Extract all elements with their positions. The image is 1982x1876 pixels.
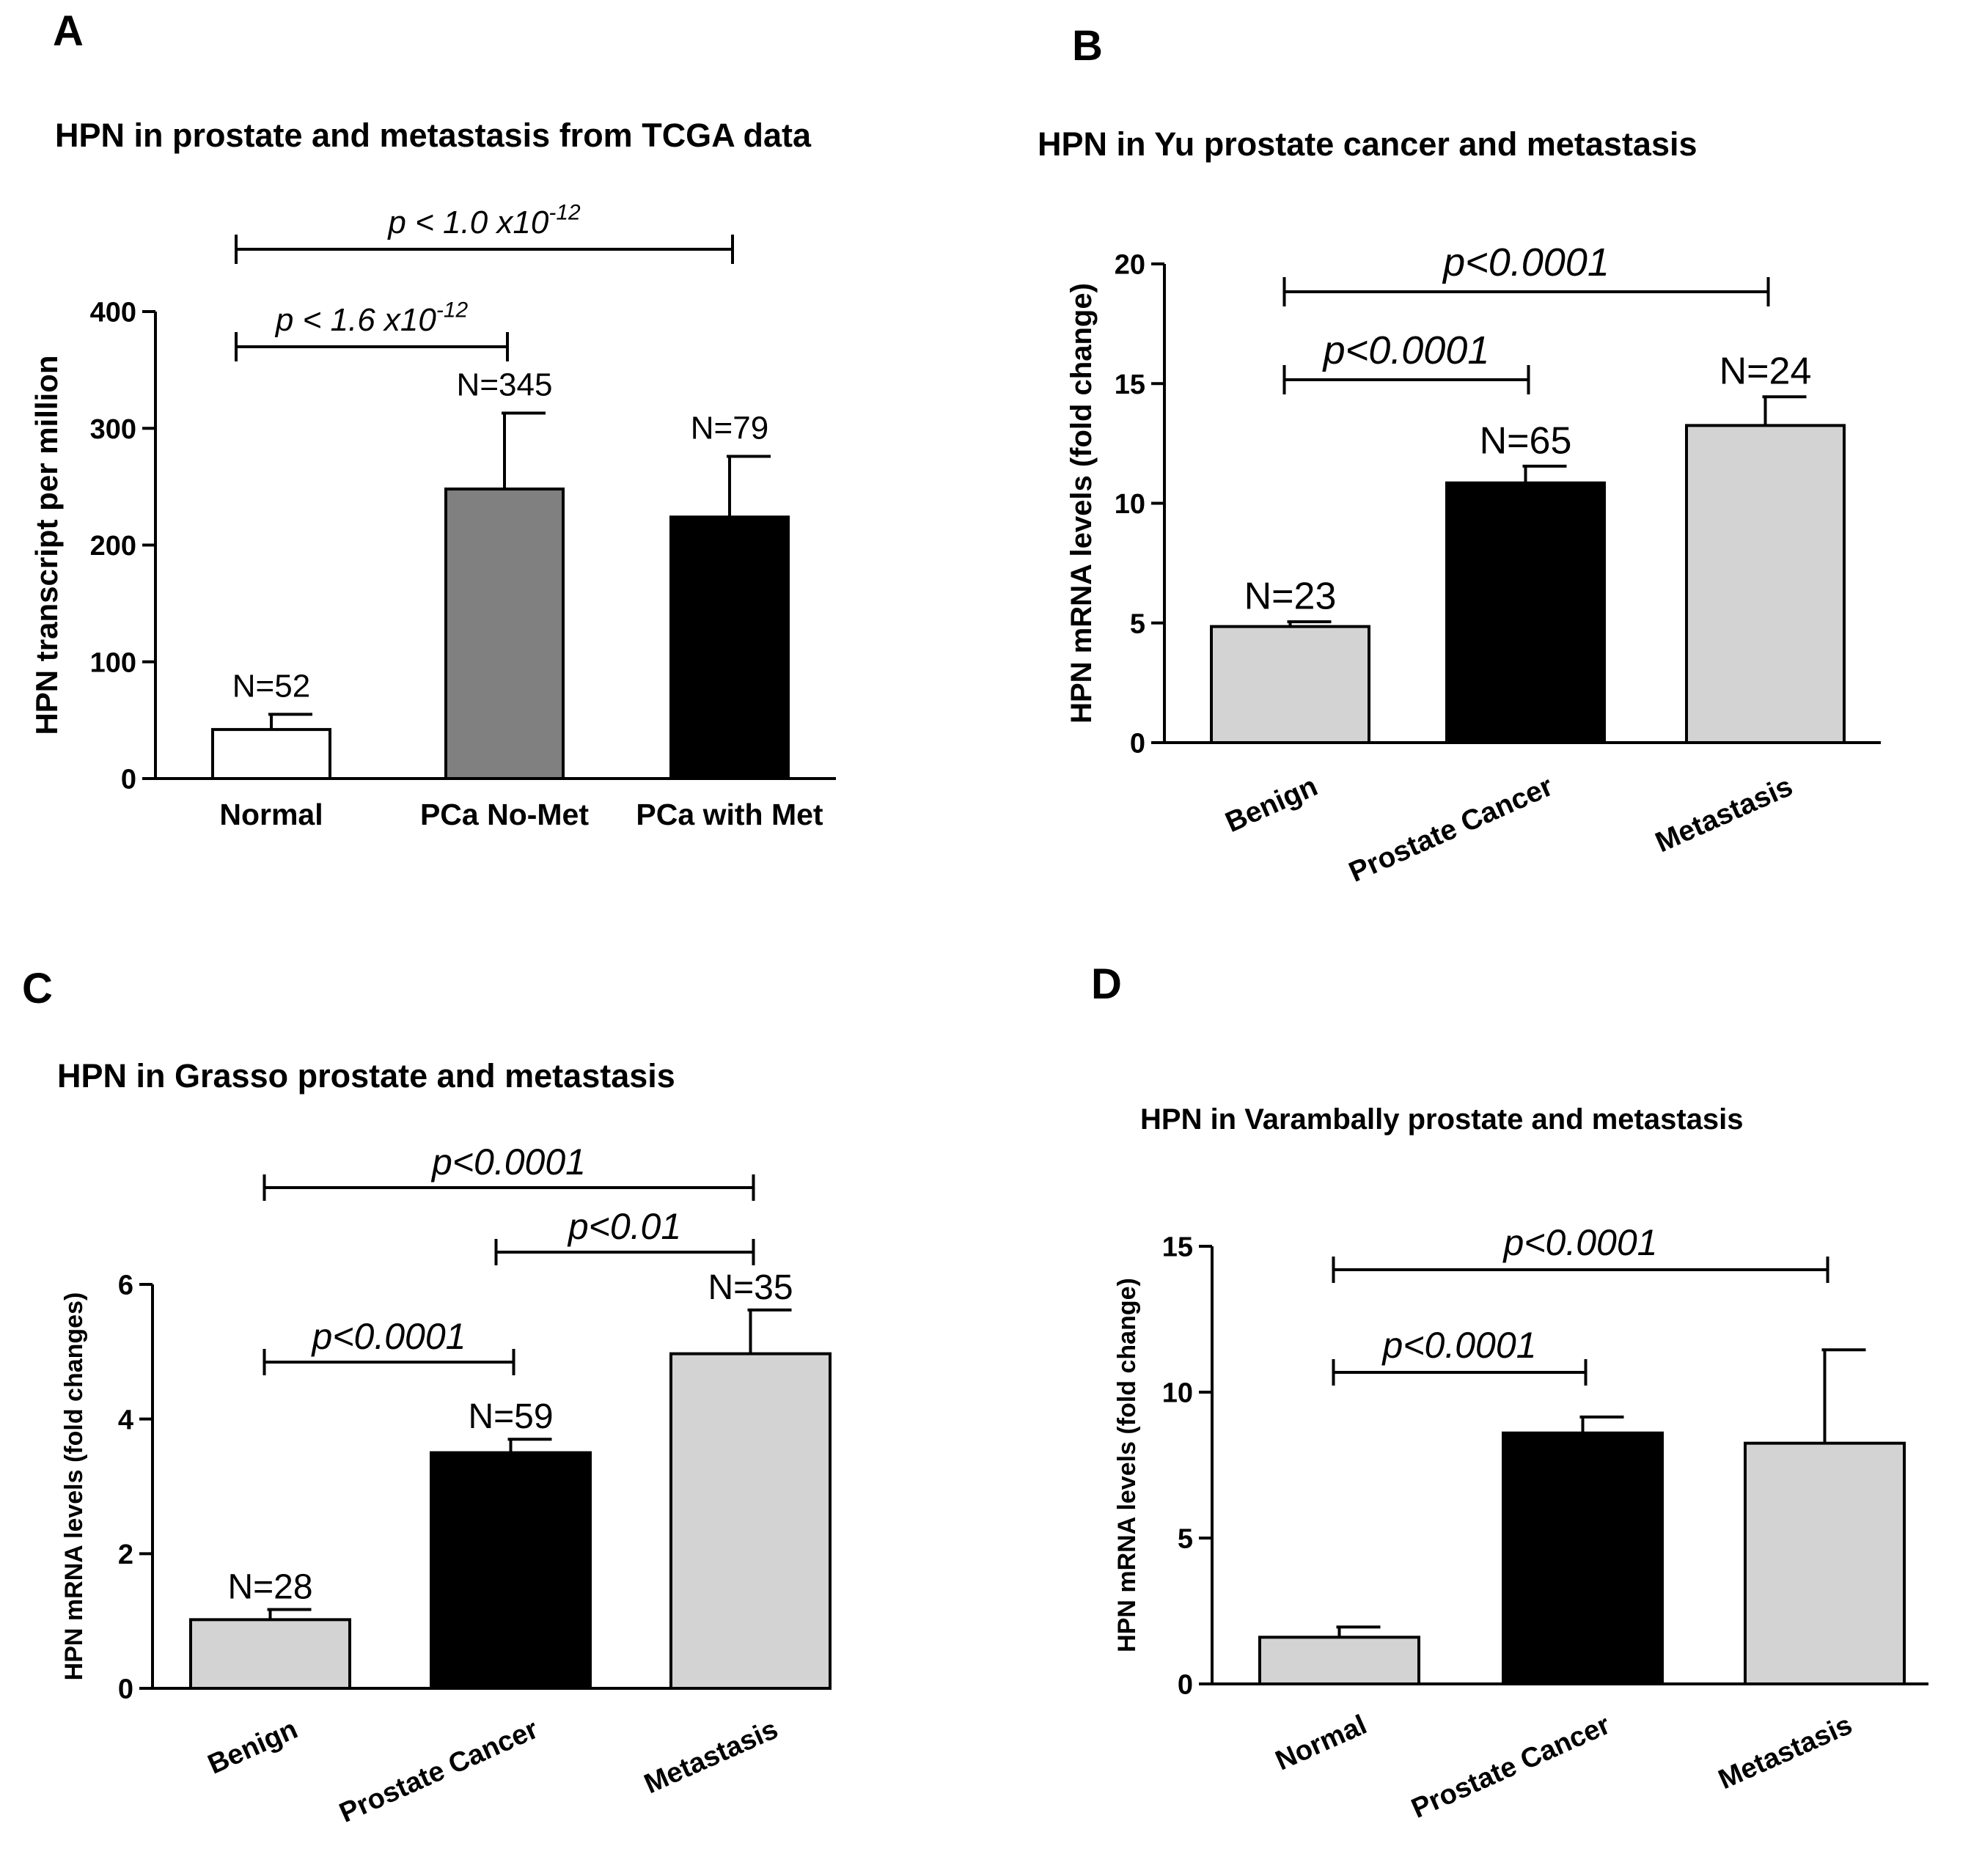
chart-title: HPN in Varambally prostate and metastasi…	[1140, 1103, 1744, 1136]
y-tick-label: 5	[1178, 1524, 1193, 1555]
n-label: N=52	[232, 668, 310, 704]
x-tick-label: Metastasis	[640, 1714, 783, 1800]
p-value-text: p<0.0001	[311, 1316, 466, 1357]
x-tick-label: Metastasis	[1651, 770, 1797, 858]
panel-letter: D	[1091, 960, 1122, 1008]
x-tick-label: PCa with Met	[636, 798, 823, 831]
panel-letter: B	[1072, 22, 1103, 70]
p-value-label: p<0.0001	[1502, 1222, 1658, 1263]
y-axis-label: HPN mRNA levels (fold change)	[1113, 1278, 1141, 1652]
y-tick-label: 100	[90, 647, 136, 678]
significance-bracket: p<0.0001	[263, 1141, 755, 1201]
y-tick-label: 2	[118, 1540, 133, 1570]
n-label: N=35	[708, 1268, 793, 1307]
bar-0	[211, 728, 331, 780]
p-value-label: p<0.0001	[1322, 328, 1490, 372]
x-tick-label: Normal	[219, 798, 323, 831]
y-axis-label: HPN mRNA levels (fold change)	[1065, 283, 1098, 724]
bar-1	[1502, 1431, 1664, 1685]
bar-2	[1744, 1441, 1906, 1686]
y-tick-label: 200	[90, 531, 136, 562]
y-tick-label: 5	[1130, 608, 1145, 639]
y-axis-label: HPN mRNA levels (fold changes)	[60, 1292, 88, 1681]
x-tick-label: Prostate Cancer	[1407, 1710, 1615, 1825]
p-value-text: p < 1.0 x10	[386, 205, 548, 240]
y-axis-label: HPN transcript per million	[29, 355, 64, 735]
y-tick-label: 15	[1115, 369, 1145, 400]
significance-bracket: p<0.01	[494, 1206, 755, 1265]
y-tick-label: 6	[118, 1270, 133, 1301]
y-tick-label: 20	[1115, 250, 1145, 281]
chart-title: HPN in Yu prostate cancer and metastasis	[1038, 125, 1697, 163]
p-value-label: p<0.01	[567, 1206, 681, 1247]
bar-0	[1258, 1636, 1420, 1686]
p-value-text: p<0.0001	[430, 1141, 586, 1182]
y-tick-label: 0	[121, 765, 136, 795]
n-label: N=24	[1719, 350, 1812, 393]
chart-title: HPN in prostate and metastasis from TCGA…	[55, 117, 812, 154]
p-value-text: p<0.0001	[1322, 328, 1490, 372]
n-label: N=59	[468, 1397, 553, 1436]
y-tick-label: 10	[1162, 1378, 1193, 1409]
significance-bracket: p < 1.6 x10-12	[235, 298, 509, 361]
significance-bracket: p<0.0001	[263, 1316, 515, 1375]
significance-bracket: p<0.0001	[1332, 1222, 1829, 1283]
p-value-text: p<0.0001	[1442, 240, 1610, 284]
n-label: N=79	[691, 410, 768, 446]
bar-2	[669, 1352, 832, 1691]
n-label: N=23	[1244, 575, 1337, 618]
p-value-exponent: -12	[436, 298, 469, 323]
p-value-label: p < 1.0 x10-12	[386, 201, 581, 240]
y-tick-label: 10	[1115, 489, 1145, 520]
bar-0	[1210, 625, 1370, 745]
chart-title: HPN in Grasso prostate and metastasis	[57, 1057, 675, 1095]
significance-bracket: p < 1.0 x10-12	[235, 201, 734, 264]
bar-1	[1445, 481, 1606, 744]
y-tick-label: 300	[90, 414, 136, 445]
x-tick-label: PCa No-Met	[420, 798, 589, 831]
p-value-label: p<0.0001	[430, 1141, 586, 1182]
p-value-text: p<0.01	[567, 1206, 681, 1247]
p-value-label: p<0.0001	[1381, 1325, 1537, 1366]
y-tick-label: 15	[1162, 1232, 1193, 1263]
significance-bracket: p<0.0001	[1282, 240, 1770, 306]
bar-1	[430, 1451, 592, 1691]
p-value-text: p < 1.6 x10	[274, 302, 436, 338]
n-label: N=28	[227, 1568, 312, 1607]
panel-letter: C	[22, 965, 53, 1012]
p-value-text: p<0.0001	[1502, 1222, 1658, 1263]
p-value-exponent: -12	[548, 201, 581, 225]
panel-letter: A	[53, 7, 84, 55]
bar-0	[189, 1618, 351, 1691]
significance-bracket: p<0.0001	[1282, 328, 1530, 394]
x-tick-label: Metastasis	[1714, 1710, 1857, 1795]
n-label: N=65	[1480, 419, 1572, 462]
bar-2	[1685, 424, 1846, 744]
y-tick-label: 0	[1130, 729, 1145, 759]
x-tick-label: Prostate Cancer	[1344, 770, 1557, 889]
chart-panel-b: B HPN in Yu prostate cancer and metastasi…	[1038, 22, 1881, 889]
p-value-label: p<0.0001	[311, 1316, 466, 1357]
bar-1	[444, 488, 565, 780]
chart-panel-c: C HPN in Grasso prostate and metastasis HP…	[22, 965, 832, 1829]
y-tick-label: 4	[118, 1405, 133, 1435]
y-tick-label: 0	[118, 1674, 133, 1705]
p-value-text: p<0.0001	[1381, 1325, 1537, 1366]
y-tick-label: 400	[90, 298, 136, 328]
bar-2	[669, 515, 790, 781]
x-tick-label: Benign	[1221, 770, 1322, 839]
significance-bracket: p<0.0001	[1332, 1325, 1588, 1386]
chart-panel-d: D HPN in Varambally prostate and metastas…	[1091, 960, 1928, 1825]
x-tick-label: Prostate Cancer	[335, 1714, 543, 1829]
y-tick-label: 0	[1178, 1670, 1193, 1701]
x-tick-label: Normal	[1271, 1710, 1371, 1777]
chart-panel-a: A HPN in prostate and metastasis from TCG…	[29, 7, 836, 831]
p-value-label: p < 1.6 x10-12	[274, 298, 469, 338]
n-label: N=345	[457, 367, 553, 403]
p-value-label: p<0.0001	[1442, 240, 1610, 284]
x-tick-label: Benign	[203, 1714, 302, 1781]
